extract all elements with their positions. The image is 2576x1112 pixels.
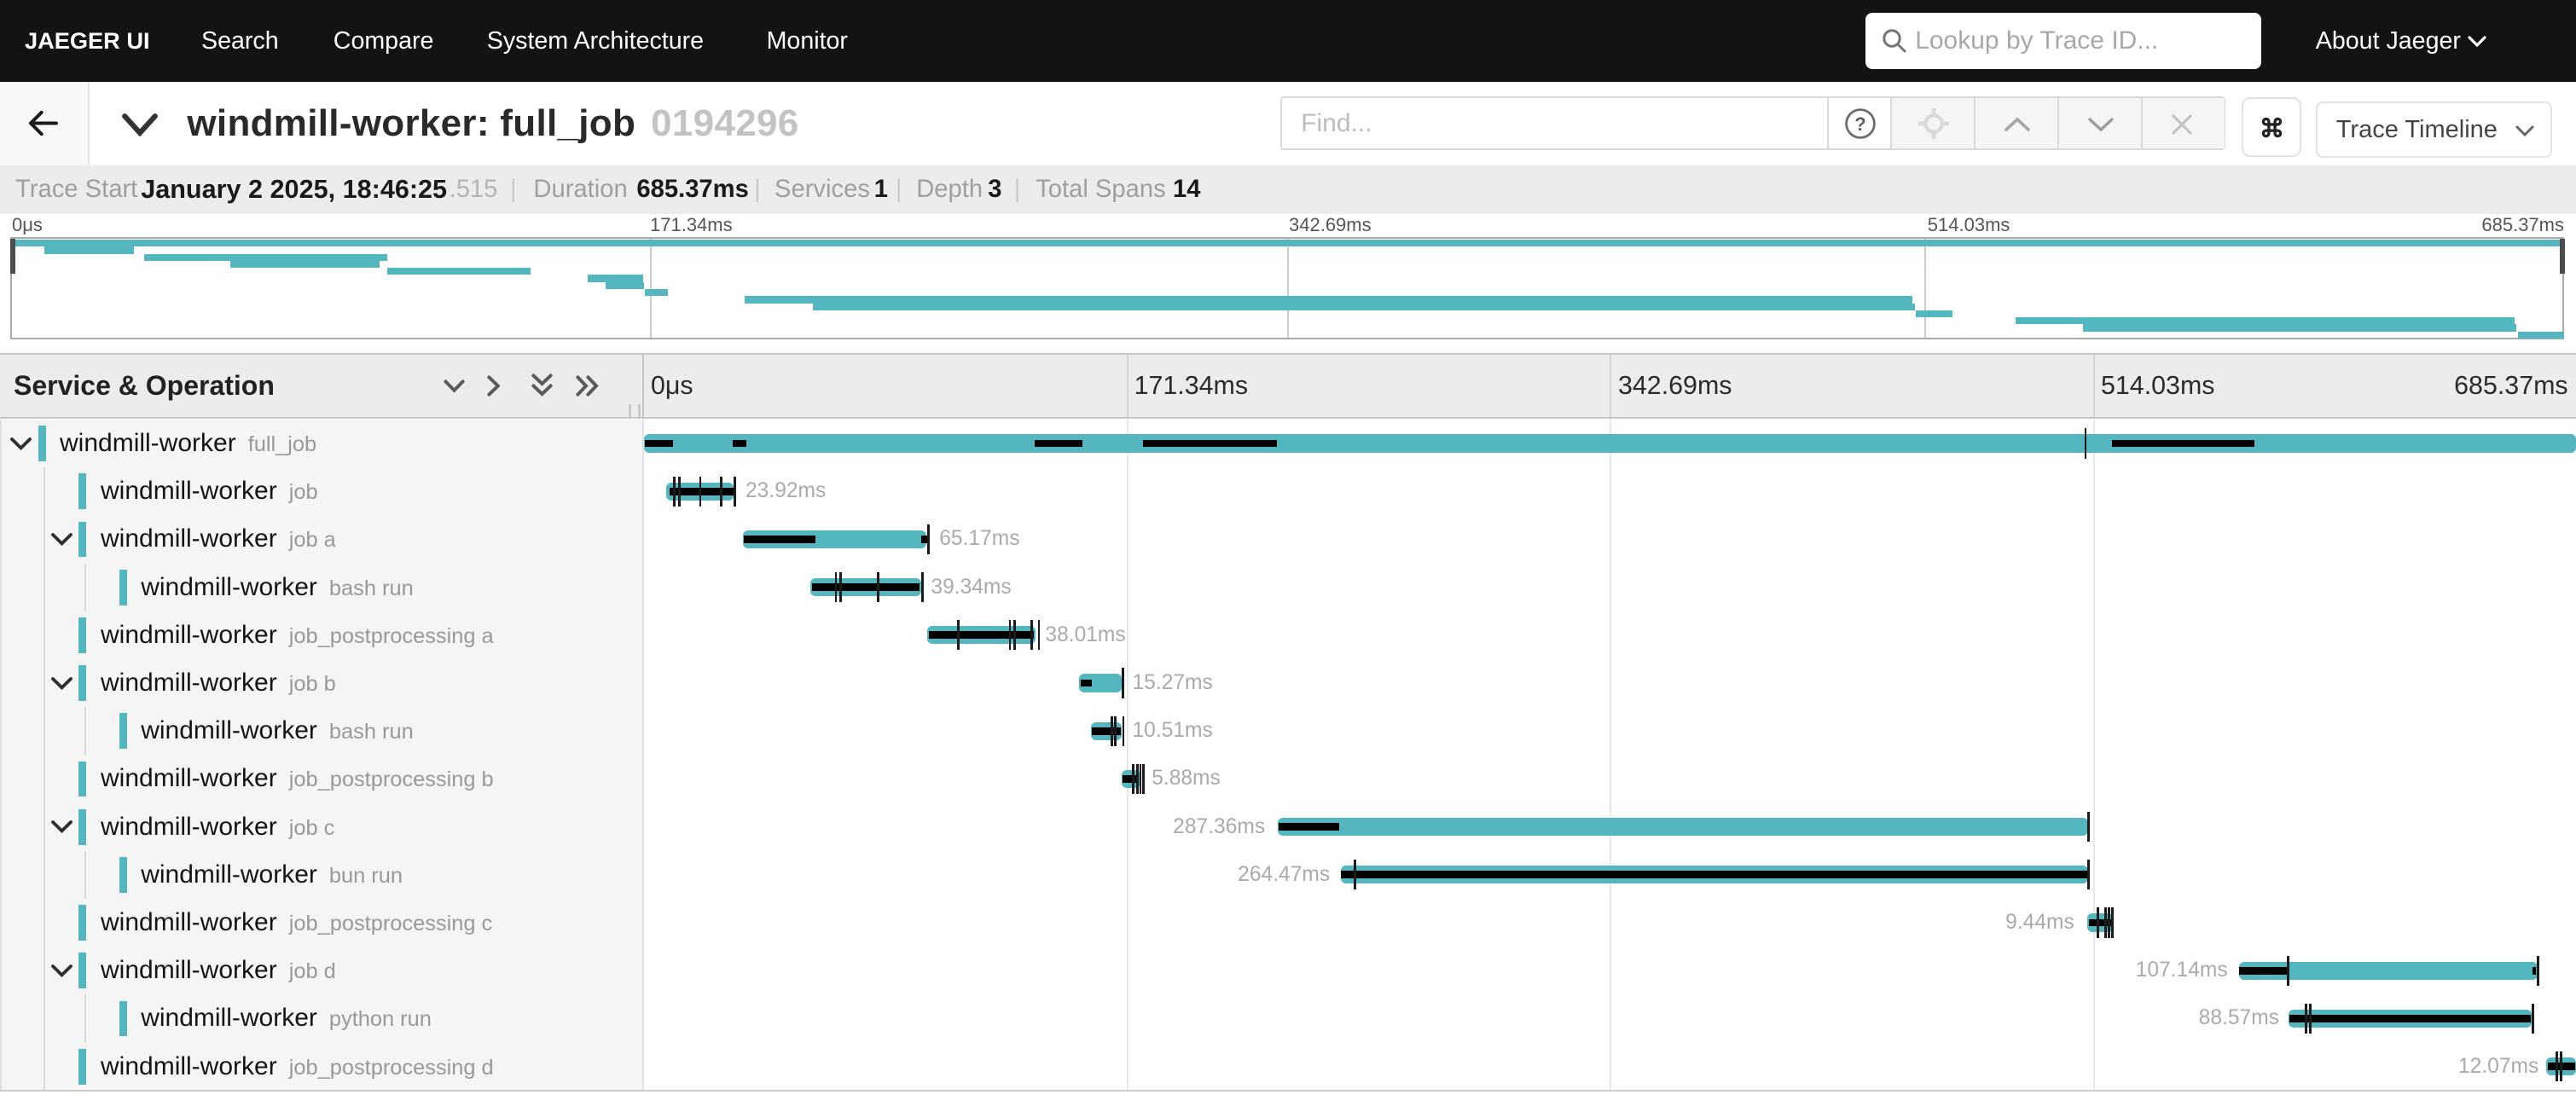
- svg-text:?: ?: [1854, 113, 1865, 135]
